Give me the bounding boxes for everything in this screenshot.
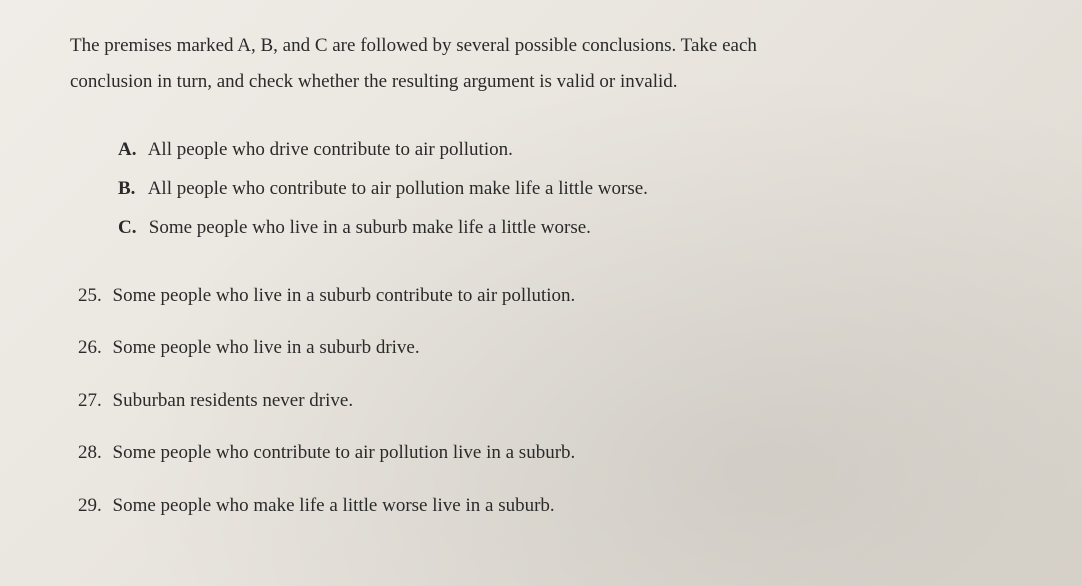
premise-a: A. All people who drive contribute to ai… [118, 132, 1032, 167]
premise-label: C. [118, 210, 144, 245]
instructions-text: The premises marked A, B, and C are foll… [70, 28, 1032, 100]
conclusion-28: 28. Some people who contribute to air po… [70, 439, 1032, 468]
conclusions-list: 25. Some people who live in a suburb con… [70, 282, 1032, 521]
conclusion-25: 25. Some people who live in a suburb con… [70, 282, 1032, 311]
conclusion-number: 27. [78, 387, 102, 416]
conclusion-text: Some people who live in a suburb contrib… [113, 285, 576, 306]
instructions-line-1: The premises marked A, B, and C are foll… [70, 35, 757, 56]
conclusion-number: 29. [78, 492, 102, 521]
conclusion-27: 27. Suburban residents never drive. [70, 387, 1032, 416]
conclusion-text: Some people who contribute to air pollut… [113, 442, 576, 463]
instructions-line-2: conclusion in turn, and check whether th… [70, 71, 678, 92]
premise-label: A. [118, 132, 144, 167]
conclusion-text: Some people who make life a little worse… [113, 495, 555, 516]
premise-text: All people who drive contribute to air p… [148, 139, 513, 160]
conclusion-number: 25. [78, 282, 102, 311]
conclusion-text: Suburban residents never drive. [113, 390, 354, 411]
premise-text: Some people who live in a suburb make li… [149, 217, 591, 238]
conclusion-text: Some people who live in a suburb drive. [113, 337, 420, 358]
premise-c: C. Some people who live in a suburb make… [118, 210, 1032, 245]
conclusion-29: 29. Some people who make life a little w… [70, 492, 1032, 521]
premise-b: B. All people who contribute to air poll… [118, 171, 1032, 206]
premise-label: B. [118, 171, 144, 206]
conclusion-number: 26. [78, 334, 102, 363]
conclusion-number: 28. [78, 439, 102, 468]
premise-text: All people who contribute to air polluti… [148, 178, 648, 199]
conclusion-26: 26. Some people who live in a suburb dri… [70, 334, 1032, 363]
premises-list: A. All people who drive contribute to ai… [70, 132, 1032, 245]
